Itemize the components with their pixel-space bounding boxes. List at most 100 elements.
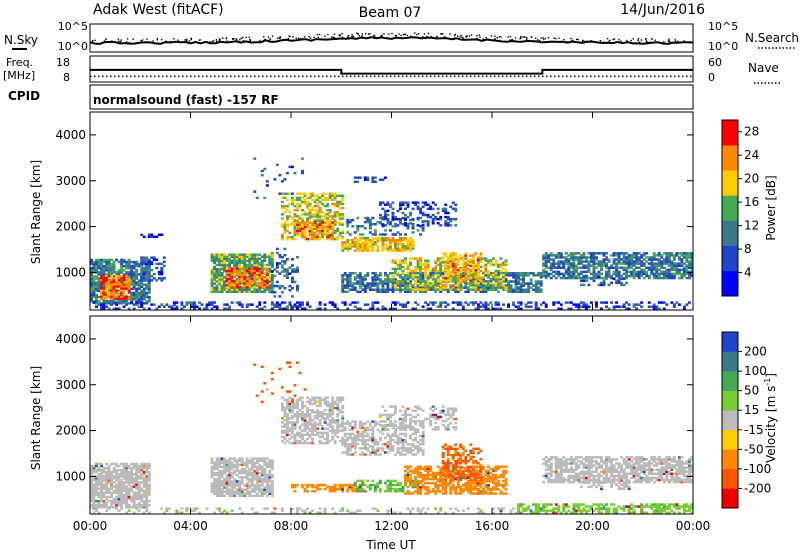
range-cell bbox=[615, 272, 619, 276]
range-cell bbox=[484, 265, 488, 269]
range-cell bbox=[331, 194, 335, 198]
range-cell bbox=[446, 215, 450, 219]
range-cell bbox=[589, 301, 593, 304]
range-cell bbox=[230, 261, 234, 265]
range-cell bbox=[622, 303, 626, 306]
range-cell bbox=[228, 482, 232, 485]
range-cell bbox=[414, 272, 418, 275]
range-cell bbox=[439, 217, 443, 221]
range-cell bbox=[225, 465, 229, 469]
range-cell bbox=[130, 260, 134, 264]
range-cell bbox=[308, 209, 312, 212]
range-cell bbox=[313, 213, 317, 216]
range-cell bbox=[687, 254, 691, 257]
range-cell bbox=[288, 235, 292, 239]
range-cell bbox=[228, 275, 232, 279]
range-cell bbox=[401, 243, 405, 246]
range-cell bbox=[557, 301, 561, 304]
range-cell bbox=[484, 305, 488, 308]
range-cell bbox=[363, 278, 367, 281]
colorbar-tick-label: 20 bbox=[744, 172, 759, 186]
range-cell bbox=[147, 493, 151, 497]
noise-dot bbox=[511, 39, 513, 41]
range-cell bbox=[602, 264, 606, 267]
range-cell bbox=[411, 224, 415, 227]
range-cell bbox=[130, 293, 134, 297]
range-cell bbox=[122, 481, 126, 484]
range-cell bbox=[135, 297, 139, 301]
noise-dot bbox=[498, 36, 501, 38]
range-cell bbox=[434, 277, 438, 281]
range-cell bbox=[110, 473, 114, 476]
range-cell bbox=[107, 262, 111, 266]
range-cell bbox=[617, 252, 621, 255]
range-cell bbox=[127, 489, 131, 492]
range-cell bbox=[97, 468, 101, 472]
range-cell bbox=[333, 237, 337, 241]
range-cell bbox=[391, 215, 395, 219]
range-cell bbox=[218, 261, 222, 265]
range-cell bbox=[589, 264, 593, 267]
range-cell bbox=[401, 288, 405, 291]
colorbar-swatch bbox=[722, 195, 738, 221]
range-cell bbox=[90, 299, 93, 303]
range-cell bbox=[235, 461, 239, 465]
range-cell bbox=[285, 268, 289, 271]
range-cell bbox=[502, 303, 505, 306]
range-cell bbox=[406, 286, 410, 289]
noise-dot bbox=[427, 32, 430, 35]
range-cell bbox=[333, 213, 337, 216]
range-cell bbox=[675, 268, 679, 272]
noise-dot bbox=[522, 36, 524, 38]
range-cell bbox=[137, 497, 141, 501]
range-cell bbox=[529, 282, 533, 285]
range-cell bbox=[321, 192, 325, 195]
range-cell bbox=[519, 303, 523, 306]
range-cell bbox=[110, 274, 114, 278]
range-cell bbox=[97, 466, 101, 470]
range-cell bbox=[577, 260, 581, 263]
noise-dot bbox=[361, 35, 363, 37]
range-cell bbox=[650, 260, 654, 263]
range-cell bbox=[155, 262, 159, 266]
range-cell bbox=[243, 271, 247, 275]
range-cell bbox=[321, 221, 325, 224]
range-cell bbox=[311, 209, 315, 212]
range-cell bbox=[404, 267, 407, 271]
range-cell bbox=[514, 288, 518, 291]
noise-dot bbox=[309, 37, 312, 39]
range-cell bbox=[411, 239, 415, 242]
range-cell bbox=[155, 258, 159, 261]
range-cell bbox=[102, 499, 106, 503]
range-cell bbox=[373, 278, 377, 281]
range-cell bbox=[100, 297, 103, 300]
range-cell bbox=[112, 477, 116, 480]
range-cell bbox=[441, 269, 445, 273]
range-cell bbox=[265, 281, 269, 285]
noise-dot bbox=[263, 39, 266, 41]
range-cell bbox=[341, 247, 345, 250]
range-cell bbox=[439, 267, 443, 271]
range-cell bbox=[404, 286, 407, 289]
range-cell bbox=[117, 503, 121, 507]
range-cell bbox=[326, 235, 330, 239]
range-cell bbox=[617, 262, 621, 265]
range-cell bbox=[346, 278, 350, 281]
range-cell bbox=[115, 503, 119, 507]
range-cell bbox=[140, 289, 144, 293]
range-cell bbox=[388, 288, 392, 291]
range-cell bbox=[527, 282, 531, 285]
range-cell bbox=[135, 473, 139, 476]
range-cell bbox=[306, 223, 309, 226]
range-cell bbox=[351, 245, 355, 248]
range-cell bbox=[399, 303, 402, 306]
range-cell bbox=[622, 305, 626, 308]
noise-dot bbox=[271, 35, 274, 37]
range-cell bbox=[253, 488, 257, 491]
noise-dot bbox=[318, 33, 321, 36]
range-cell bbox=[579, 272, 583, 276]
range-cell bbox=[391, 284, 395, 287]
range-cell bbox=[421, 272, 425, 275]
range-cell bbox=[469, 268, 473, 272]
range-cell bbox=[431, 275, 435, 279]
